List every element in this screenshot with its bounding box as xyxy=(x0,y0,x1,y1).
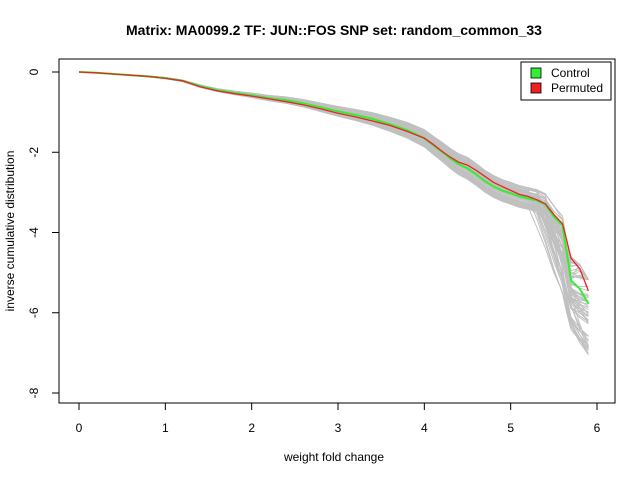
series-lines xyxy=(78,71,590,305)
y-tick-label: -2 xyxy=(27,147,41,158)
x-tick-label: 0 xyxy=(76,421,83,435)
y-tick-label: -8 xyxy=(27,387,41,398)
x-tick-label: 2 xyxy=(248,421,255,435)
y-tick-label: 0 xyxy=(27,68,41,75)
chart-title: Matrix: MA0099.2 TF: JUN::FOS SNP set: r… xyxy=(126,22,542,38)
y-tick-label: -4 xyxy=(27,227,41,238)
permutation-line xyxy=(78,71,589,288)
x-tick-label: 4 xyxy=(421,421,428,435)
plot-area xyxy=(58,58,616,404)
permutation-line xyxy=(78,71,589,281)
permutation-line xyxy=(78,71,589,281)
legend-label-permuted: Permuted xyxy=(551,81,603,95)
permutation-line xyxy=(78,71,589,281)
y-axis: 0 -2 -4 -6 -8 xyxy=(27,68,60,398)
x-tick-label: 1 xyxy=(162,421,169,435)
permutation-line xyxy=(78,71,589,281)
x-tick-label: 6 xyxy=(594,421,601,435)
permutation-lines xyxy=(78,71,589,355)
series-line-permuted xyxy=(78,71,590,291)
permutation-line xyxy=(78,71,589,281)
permutation-line xyxy=(78,71,589,291)
permutation-line xyxy=(78,71,589,281)
permutation-line xyxy=(78,71,589,281)
y-axis-label: inverse cumulative distribution xyxy=(3,151,17,312)
permutation-line xyxy=(78,71,589,281)
legend-swatch-control xyxy=(530,67,542,79)
permutation-line xyxy=(78,71,589,281)
x-tick-label: 3 xyxy=(335,421,342,435)
permutation-line xyxy=(78,71,589,281)
permutation-line xyxy=(78,71,589,281)
x-axis-label: weight fold change xyxy=(283,450,384,464)
permutation-line xyxy=(78,71,589,281)
permutation-line xyxy=(78,71,589,281)
legend-swatch-permuted xyxy=(530,82,542,94)
y-tick-label: -6 xyxy=(27,307,41,318)
permutation-line xyxy=(78,71,589,281)
permutation-line xyxy=(78,71,589,281)
permutation-line xyxy=(78,71,589,281)
legend-label-control: Control xyxy=(551,66,590,80)
legend: Control Permuted xyxy=(520,61,612,101)
permutation-line xyxy=(78,71,589,281)
permutation-line xyxy=(78,71,589,281)
x-axis: 0 1 2 3 4 5 6 xyxy=(76,402,601,435)
permutation-line xyxy=(78,71,589,281)
x-tick-label: 5 xyxy=(507,421,514,435)
permutation-line xyxy=(78,71,589,281)
